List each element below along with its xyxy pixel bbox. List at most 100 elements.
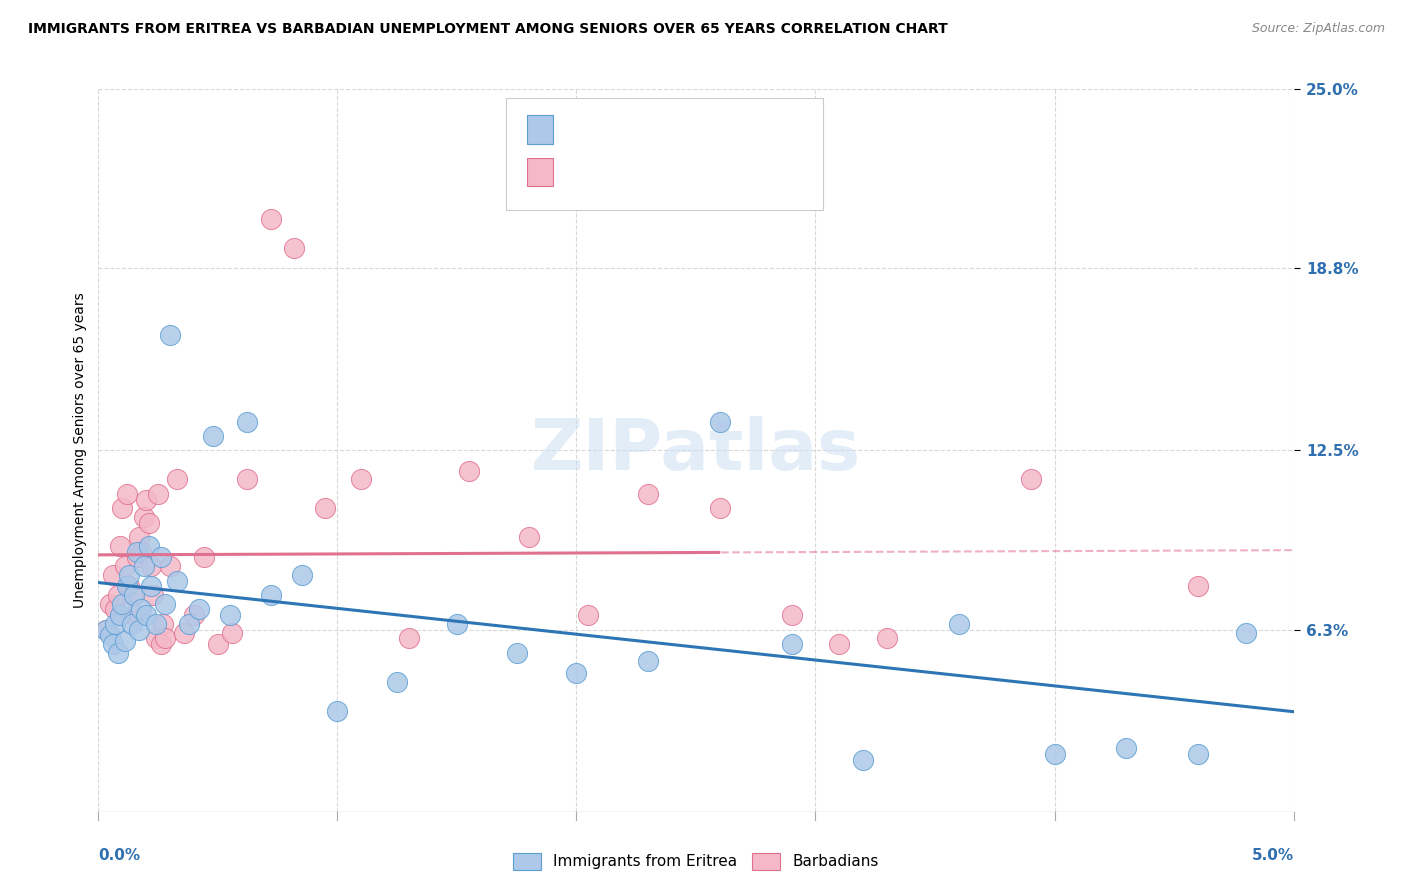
Point xyxy=(115,579,138,593)
Point xyxy=(207,637,229,651)
Point xyxy=(124,588,146,602)
Text: R = 0.061   N = 45: R = 0.061 N = 45 xyxy=(564,122,728,136)
Point xyxy=(173,625,195,640)
Point xyxy=(135,608,157,623)
Point xyxy=(111,597,134,611)
Point xyxy=(221,625,243,640)
Point xyxy=(565,665,588,680)
Text: R = 0.583   N = 48: R = 0.583 N = 48 xyxy=(564,165,728,179)
Text: ZIPatlas: ZIPatlas xyxy=(531,416,860,485)
Text: Source: ZipAtlas.com: Source: ZipAtlas.com xyxy=(1251,22,1385,36)
Point xyxy=(114,634,136,648)
Point xyxy=(125,550,148,565)
Point xyxy=(315,501,337,516)
Point xyxy=(118,567,141,582)
Point xyxy=(139,559,162,574)
Point xyxy=(121,616,143,631)
Point xyxy=(132,559,155,574)
Point xyxy=(111,501,134,516)
Point xyxy=(132,510,155,524)
Point xyxy=(166,472,188,486)
Point xyxy=(193,550,215,565)
Point xyxy=(121,588,143,602)
Point xyxy=(131,602,153,616)
Point xyxy=(148,487,170,501)
Point xyxy=(145,632,167,646)
Point xyxy=(128,530,150,544)
Point xyxy=(101,567,124,582)
Point xyxy=(517,530,540,544)
Point xyxy=(107,646,129,660)
Point xyxy=(235,472,257,486)
Point xyxy=(385,674,409,689)
Point xyxy=(98,628,122,642)
Point xyxy=(1187,579,1209,593)
Point xyxy=(259,588,281,602)
Point xyxy=(1019,472,1042,486)
Point xyxy=(128,623,150,637)
Point xyxy=(131,544,153,558)
Point xyxy=(159,559,181,574)
Point xyxy=(350,472,373,486)
Text: 0.0%: 0.0% xyxy=(98,847,141,863)
Point xyxy=(139,579,162,593)
Point xyxy=(142,588,165,602)
Point xyxy=(709,415,731,429)
Point xyxy=(259,212,281,227)
Point xyxy=(108,608,131,623)
Point xyxy=(94,623,117,637)
Point xyxy=(235,415,257,429)
Point xyxy=(183,608,205,623)
Point xyxy=(948,616,970,631)
Point xyxy=(780,637,803,651)
Point xyxy=(219,608,242,623)
Point xyxy=(94,623,117,637)
Point xyxy=(166,574,188,588)
Point xyxy=(145,616,167,631)
Point xyxy=(1115,741,1137,756)
Point xyxy=(115,487,138,501)
Point xyxy=(159,327,181,342)
Text: IMMIGRANTS FROM ERITREA VS BARBADIAN UNEMPLOYMENT AMONG SENIORS OVER 65 YEARS CO: IMMIGRANTS FROM ERITREA VS BARBADIAN UNE… xyxy=(28,22,948,37)
Point xyxy=(187,602,209,616)
Point xyxy=(101,637,124,651)
Point xyxy=(1043,747,1066,761)
Point xyxy=(828,637,851,651)
Point xyxy=(125,544,148,558)
Point xyxy=(852,753,875,767)
Point xyxy=(709,501,731,516)
Legend: Immigrants from Eritrea, Barbadians: Immigrants from Eritrea, Barbadians xyxy=(508,847,884,876)
Point xyxy=(149,550,172,565)
Point xyxy=(124,608,146,623)
Point xyxy=(398,632,420,646)
Point xyxy=(114,559,136,574)
Point xyxy=(291,567,314,582)
Point xyxy=(1234,625,1257,640)
Point xyxy=(446,616,468,631)
Point xyxy=(98,597,122,611)
Point xyxy=(780,608,803,623)
Point xyxy=(149,637,172,651)
Point xyxy=(138,516,160,530)
Point xyxy=(104,616,127,631)
Point xyxy=(506,646,529,660)
Point xyxy=(458,464,481,478)
Point xyxy=(108,539,131,553)
Point xyxy=(637,655,659,669)
Point xyxy=(135,492,157,507)
Text: 5.0%: 5.0% xyxy=(1251,847,1294,863)
Point xyxy=(138,539,160,553)
Point xyxy=(1187,747,1209,761)
Point xyxy=(283,241,305,255)
Point xyxy=(118,579,141,593)
Point xyxy=(637,487,659,501)
Point xyxy=(202,429,225,443)
Y-axis label: Unemployment Among Seniors over 65 years: Unemployment Among Seniors over 65 years xyxy=(73,293,87,608)
Point xyxy=(578,608,600,623)
Point xyxy=(179,616,201,631)
Point xyxy=(107,588,129,602)
Point xyxy=(876,632,898,646)
Point xyxy=(326,704,349,718)
Point xyxy=(155,632,177,646)
Point xyxy=(155,597,177,611)
